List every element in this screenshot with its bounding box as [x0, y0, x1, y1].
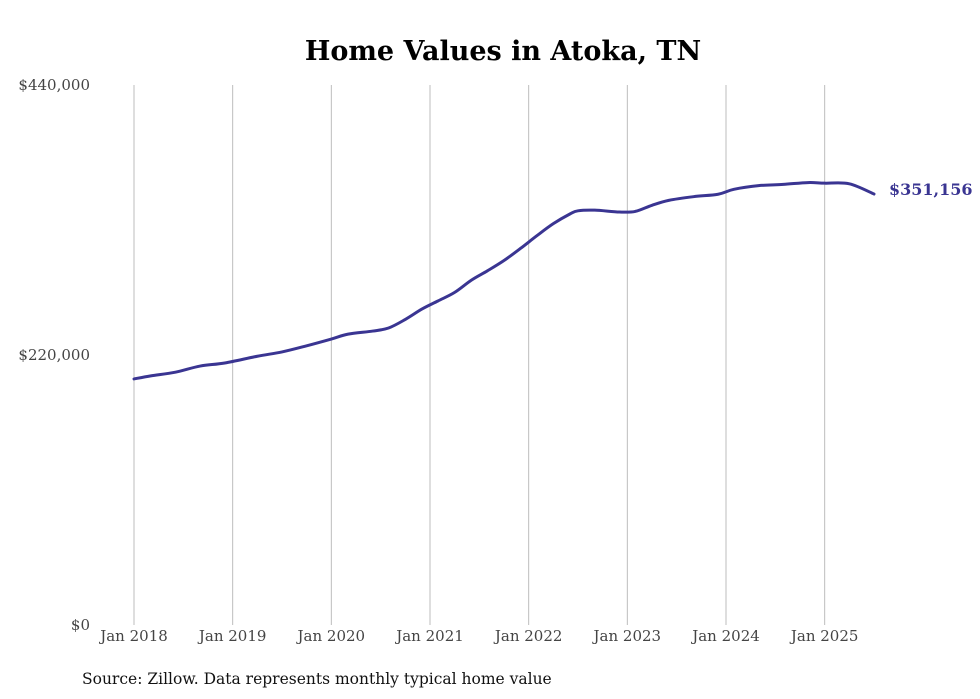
vertical-gridlines	[133, 85, 826, 625]
y-tick-label: $220,000	[18, 346, 90, 364]
x-tick-label: Jan 2019	[197, 627, 267, 645]
x-tick-label: Jan 2023	[592, 627, 662, 645]
x-tick-label: Jan 2022	[493, 627, 563, 645]
x-tick-label: Jan 2018	[98, 627, 168, 645]
latest-value-label: $351,156	[889, 180, 973, 199]
source-note: Source: Zillow. Data represents monthly …	[82, 670, 552, 688]
x-axis-tick-labels: Jan 2018 Jan 2019 Jan 2020 Jan 2021 Jan 2022…	[98, 627, 858, 645]
home-value-series-line	[132, 181, 876, 381]
y-tick-label: $0	[71, 616, 90, 634]
y-tick-label: $440,000	[18, 76, 90, 94]
x-tick-label: Jan 2025	[789, 627, 859, 645]
x-tick-label: Jan 2020	[296, 627, 366, 645]
chart-title: Home Values in Atoka, TN	[305, 36, 701, 67]
x-tick-label: Jan 2024	[690, 627, 760, 645]
x-tick-label: Jan 2021	[394, 627, 464, 645]
y-axis-tick-labels: $0 $220,000 $440,000	[18, 76, 90, 634]
